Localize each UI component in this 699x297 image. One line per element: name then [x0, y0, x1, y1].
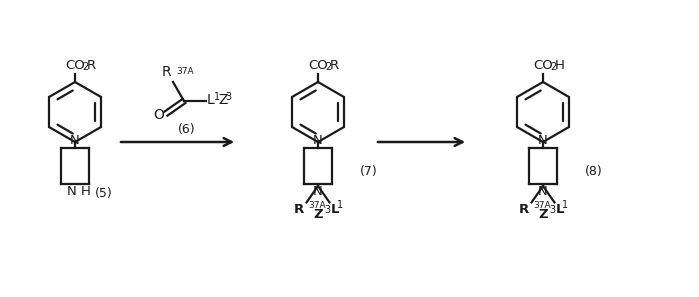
- Text: N: N: [538, 134, 548, 147]
- Text: N: N: [70, 134, 80, 147]
- Text: 2: 2: [325, 62, 331, 72]
- Text: O: O: [153, 108, 164, 121]
- Text: N: N: [67, 185, 77, 198]
- Text: 2: 2: [82, 62, 88, 72]
- Text: R: R: [518, 203, 528, 217]
- Text: H: H: [555, 59, 565, 72]
- Text: (5): (5): [95, 187, 113, 200]
- Text: CO: CO: [65, 59, 85, 72]
- Text: 37A: 37A: [308, 201, 326, 210]
- Text: CO: CO: [533, 59, 553, 72]
- Text: L: L: [331, 203, 339, 217]
- Text: 3: 3: [225, 92, 231, 102]
- Text: 37A: 37A: [176, 67, 194, 76]
- Text: N: N: [313, 185, 323, 198]
- Text: Z: Z: [218, 93, 227, 107]
- Text: R: R: [87, 59, 96, 72]
- Text: Z: Z: [538, 208, 548, 221]
- Text: 1: 1: [336, 200, 343, 210]
- Text: (6): (6): [178, 123, 196, 136]
- Text: 1: 1: [214, 92, 220, 102]
- Text: L: L: [207, 93, 215, 107]
- Text: 3: 3: [324, 206, 330, 215]
- Text: CO: CO: [308, 59, 328, 72]
- Text: (7): (7): [360, 165, 377, 178]
- Text: N: N: [313, 134, 323, 147]
- Text: R: R: [330, 59, 339, 72]
- Text: R: R: [161, 65, 171, 79]
- Text: L: L: [556, 203, 564, 217]
- Text: Z: Z: [313, 208, 323, 221]
- Text: N: N: [538, 185, 548, 198]
- Text: R: R: [294, 203, 303, 217]
- Text: 3: 3: [549, 206, 555, 215]
- Text: (8): (8): [585, 165, 603, 178]
- Text: 37A: 37A: [533, 201, 551, 210]
- Text: 1: 1: [561, 200, 568, 210]
- Text: 2: 2: [550, 62, 556, 72]
- Text: H: H: [81, 185, 91, 198]
